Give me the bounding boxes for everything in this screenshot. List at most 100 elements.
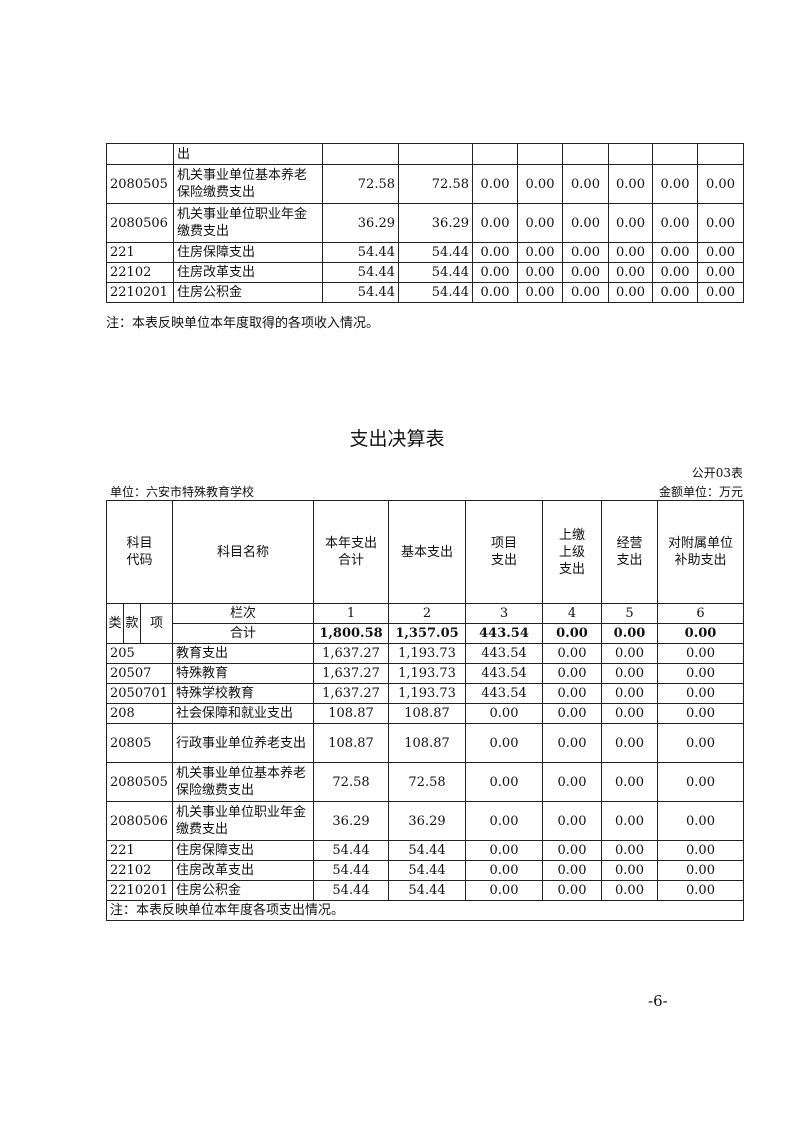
row-value: 0.00 xyxy=(601,643,659,664)
table-row: 2210201 住房公积金 54.44 54.44 0.00 0.00 0.00 0.00 xyxy=(105,880,745,901)
row-code: 2050701 xyxy=(105,683,174,704)
row-code: 2080505 xyxy=(106,164,174,204)
row-value: 0.00 xyxy=(517,242,563,263)
row-value: 0.00 xyxy=(517,164,563,204)
column-index: 6 xyxy=(657,603,745,624)
header-col: 本年支出合计 xyxy=(313,500,390,604)
table-row: 2210201 住房公积金 54.44 54.44 0.00 0.00 0.00 0.00 0.… xyxy=(106,282,744,303)
row-value: 0.00 xyxy=(542,723,603,763)
header-col: 经营支出 xyxy=(601,500,659,604)
sub-header-kuan: 款 xyxy=(123,603,141,644)
row-code: 2080506 xyxy=(106,203,174,243)
row-value: 1,637.27 xyxy=(313,663,390,684)
row-value: 54.44 xyxy=(388,880,467,901)
header-col: 基本支出 xyxy=(388,500,467,604)
row-value: 72.58 xyxy=(313,762,390,802)
row-value: 443.54 xyxy=(465,683,544,704)
row-value: 0.00 xyxy=(697,242,744,263)
row-value xyxy=(472,143,518,165)
row-value: 0.00 xyxy=(472,242,518,263)
row-name: 出 xyxy=(173,143,323,165)
row-value: 0.00 xyxy=(657,880,745,901)
row-value: 0.00 xyxy=(608,242,653,263)
row-value: 0.00 xyxy=(542,840,603,861)
row-value: 72.58 xyxy=(398,164,473,204)
row-value: 0.00 xyxy=(657,683,745,704)
row-value: 0.00 xyxy=(472,164,518,204)
row-value: 0.00 xyxy=(657,723,745,763)
row-value: 72.58 xyxy=(322,164,399,204)
row-name: 社会保障和就业支出 xyxy=(172,703,315,724)
row-value: 108.87 xyxy=(313,703,390,724)
page-number: -6- xyxy=(648,992,668,1010)
sub-header-lei: 类 xyxy=(106,603,124,644)
table-row: 208 社会保障和就业支出 108.87 108.87 0.00 0.00 0.00 0.00 xyxy=(105,703,745,724)
row-value: 0.00 xyxy=(542,860,603,881)
row-value: 0.00 xyxy=(657,703,745,724)
row-value: 0.00 xyxy=(472,262,518,283)
total-value: 1,800.58 xyxy=(313,623,390,644)
row-value: 54.44 xyxy=(388,860,467,881)
row-name: 机关事业单位职业年金缴费支出 xyxy=(172,801,315,841)
row-value: 0.00 xyxy=(608,262,653,283)
row-value: 0.00 xyxy=(517,282,563,303)
table-row: 2080506 机关事业单位职业年金缴费支出 36.29 36.29 0.00 0.00 0… xyxy=(106,203,744,243)
column-index: 5 xyxy=(601,603,659,624)
row-value: 54.44 xyxy=(398,242,473,263)
total-value: 443.54 xyxy=(465,623,544,644)
table-row: 2050701 特殊学校教育 1,637.27 1,193.73 443.54 0.00 0… xyxy=(105,683,745,704)
row-value: 0.00 xyxy=(601,860,659,881)
row-name: 教育支出 xyxy=(172,643,315,664)
row-name: 特殊学校教育 xyxy=(172,683,315,704)
row-value: 0.00 xyxy=(697,282,744,303)
row-value: 36.29 xyxy=(322,203,399,243)
row-name: 住房公积金 xyxy=(172,880,315,901)
row-code: 2080506 xyxy=(105,801,174,841)
row-value: 0.00 xyxy=(517,262,563,283)
row-value: 0.00 xyxy=(601,703,659,724)
table-row: 221 住房保障支出 54.44 54.44 0.00 0.00 0.00 0.00 xyxy=(105,840,745,861)
table-row: 22102 住房改革支出 54.44 54.44 0.00 0.00 0.00 0.00 xyxy=(105,860,745,881)
row-code: 2210201 xyxy=(105,880,174,901)
row-value: 54.44 xyxy=(313,860,390,881)
row-code: 221 xyxy=(105,840,174,861)
row-value xyxy=(517,143,563,165)
amount-unit-label: 金额单位：万元 xyxy=(658,485,743,499)
row-name: 住房保障支出 xyxy=(173,242,323,263)
row-value: 0.00 xyxy=(652,242,698,263)
table-row: 20805 行政事业单位养老支出 108.87 108.87 0.00 0.00 0.00 0… xyxy=(105,723,745,763)
row-value: 1,193.73 xyxy=(388,683,467,704)
row-value: 0.00 xyxy=(542,643,603,664)
row-value: 0.00 xyxy=(601,840,659,861)
row-value: 0.00 xyxy=(465,703,544,724)
row-value: 0.00 xyxy=(465,801,544,841)
row-value: 0.00 xyxy=(465,860,544,881)
row-value xyxy=(322,143,399,165)
row-value: 36.29 xyxy=(313,801,390,841)
row-name: 机关事业单位基本养老保险缴费支出 xyxy=(173,164,323,204)
row-code: 221 xyxy=(106,242,174,263)
row-value: 0.00 xyxy=(697,262,744,283)
table-row: 2080505 机关事业单位基本养老保险缴费支出 72.58 72.58 0.00 0.0… xyxy=(105,762,745,802)
row-value: 0.00 xyxy=(601,683,659,704)
row-value: 443.54 xyxy=(465,663,544,684)
row-value: 54.44 xyxy=(398,282,473,303)
table-row: 20507 特殊教育 1,637.27 1,193.73 443.54 0.00 0.00 0… xyxy=(105,663,745,684)
expense-table-note: 注：本表反映单位本年度各项支出情况。 xyxy=(105,900,745,921)
total-value: 0.00 xyxy=(542,623,603,644)
row-name: 住房公积金 xyxy=(173,282,323,303)
row-value: 0.00 xyxy=(608,164,653,204)
total-value: 0.00 xyxy=(601,623,659,644)
header-name: 科目名称 xyxy=(172,500,315,604)
row-value: 0.00 xyxy=(601,663,659,684)
income-table-note: 注：本表反映单位本年度取得的各项收入情况。 xyxy=(106,316,380,331)
header-col: 对附属单位补助支出 xyxy=(657,500,745,604)
row-value: 0.00 xyxy=(542,703,603,724)
row-name: 特殊教育 xyxy=(172,663,315,684)
row-value: 0.00 xyxy=(697,203,744,243)
table-number: 公开03表 xyxy=(691,466,743,480)
page-title: 支出决算表 xyxy=(349,428,445,450)
table-row: 22102 住房改革支出 54.44 54.44 0.00 0.00 0.00 0.00 0.0… xyxy=(106,262,744,283)
row-name: 行政事业单位养老支出 xyxy=(172,723,315,763)
row-value: 0.00 xyxy=(657,860,745,881)
